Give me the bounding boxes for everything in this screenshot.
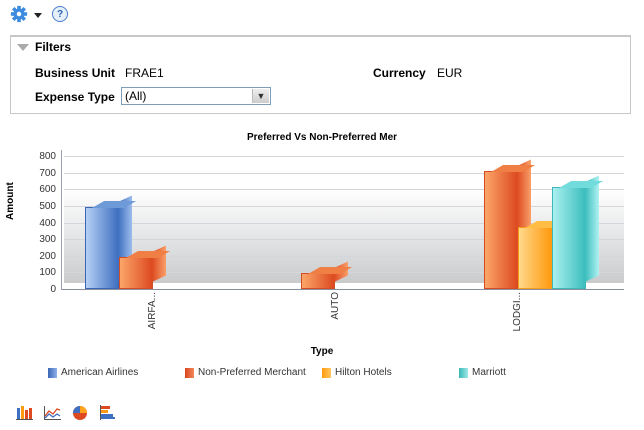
legend-label: American Airlines bbox=[61, 367, 139, 378]
y-tick: 400 bbox=[39, 218, 56, 229]
filters-header[interactable]: Filters bbox=[17, 40, 71, 54]
legend-item-marriott[interactable]: Marriott bbox=[459, 367, 506, 378]
chart-title: Preferred Vs Non-Preferred Mer bbox=[246, 132, 398, 143]
toolbar: ? bbox=[10, 4, 68, 24]
business-unit-label: Business Unit bbox=[35, 66, 116, 80]
gridline bbox=[64, 223, 624, 224]
legend-item-non-preferred-merchant[interactable]: Non-Preferred Merchant bbox=[185, 367, 306, 378]
y-tick: 800 bbox=[39, 151, 56, 162]
gridline bbox=[64, 156, 624, 157]
bar-marriott-lodging[interactable] bbox=[552, 175, 604, 289]
horizontal-bar-chart-icon[interactable] bbox=[99, 404, 117, 421]
legend-label: Non-Preferred Merchant bbox=[198, 367, 306, 378]
bar-american-airlines-airfare[interactable] bbox=[85, 195, 137, 289]
collapse-triangle-icon[interactable] bbox=[17, 43, 29, 51]
legend-item-hilton-hotels[interactable]: Hilton Hotels bbox=[322, 367, 392, 378]
currency-value: EUR bbox=[437, 66, 463, 80]
y-tick: 300 bbox=[39, 234, 56, 245]
legend-swatch bbox=[322, 367, 331, 378]
currency-label: Currency bbox=[373, 66, 426, 80]
y-tick: 600 bbox=[39, 184, 56, 195]
dropdown-caret-icon[interactable] bbox=[34, 12, 42, 18]
gear-icon[interactable] bbox=[10, 5, 28, 23]
bar-non-preferred-airfare[interactable] bbox=[119, 245, 171, 289]
x-tick-lodging: LODGI... bbox=[512, 292, 523, 332]
legend-label: Marriott bbox=[472, 367, 506, 378]
x-axis bbox=[62, 289, 624, 290]
chevron-down-icon[interactable]: ▼ bbox=[252, 89, 269, 103]
y-tick: 500 bbox=[39, 201, 56, 212]
y-tick: 200 bbox=[39, 251, 56, 262]
y-tick: 0 bbox=[50, 284, 56, 295]
line-chart-icon[interactable] bbox=[43, 404, 61, 421]
legend-swatch bbox=[48, 367, 57, 378]
legend-item-american-airlines[interactable]: American Airlines bbox=[48, 367, 138, 378]
business-unit-value: FRAE1 bbox=[125, 66, 164, 80]
y-axis-wall bbox=[61, 150, 65, 290]
legend-swatch bbox=[459, 367, 468, 378]
bar-non-preferred-lodging[interactable] bbox=[484, 159, 536, 289]
expense-type-value: (All) bbox=[125, 89, 147, 103]
bar-non-preferred-auto[interactable] bbox=[301, 261, 353, 289]
x-tick-auto: AUTO bbox=[330, 292, 341, 320]
bar-hilton-lodging[interactable] bbox=[518, 215, 570, 289]
chart-type-switcher bbox=[15, 404, 117, 421]
filters-panel: Filters Business Unit FRAE1 Currency EUR… bbox=[10, 35, 631, 114]
x-tick-airfare: AIRFA... bbox=[147, 292, 158, 330]
y-tick: 100 bbox=[39, 267, 56, 278]
filters-title: Filters bbox=[35, 40, 72, 54]
help-icon[interactable]: ? bbox=[52, 6, 68, 22]
expense-type-label: Expense Type bbox=[35, 90, 115, 104]
expense-type-select[interactable]: (All) ▼ bbox=[121, 87, 271, 105]
gridline bbox=[64, 189, 624, 190]
gridline bbox=[64, 173, 624, 174]
gridline bbox=[64, 239, 624, 240]
gridline bbox=[64, 256, 624, 257]
bar-chart-icon[interactable] bbox=[15, 404, 33, 421]
legend-label: Hilton Hotels bbox=[335, 367, 392, 378]
legend-swatch bbox=[185, 367, 194, 378]
x-axis-label: Type bbox=[310, 346, 334, 357]
pie-chart-icon[interactable] bbox=[71, 404, 89, 421]
gridline bbox=[64, 206, 624, 207]
y-tick: 700 bbox=[39, 168, 56, 179]
y-axis-label: Amount bbox=[5, 182, 16, 220]
